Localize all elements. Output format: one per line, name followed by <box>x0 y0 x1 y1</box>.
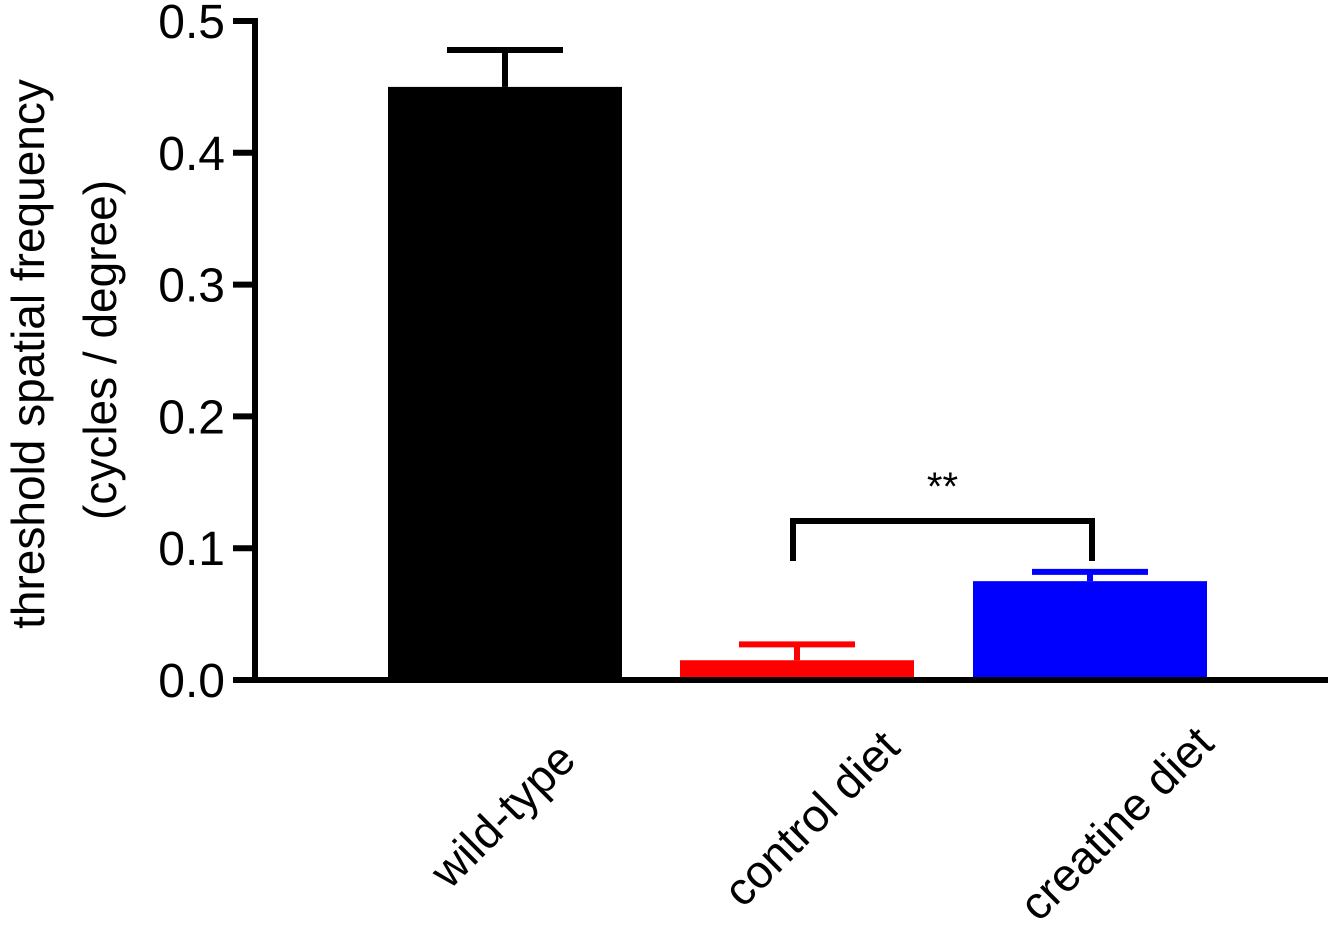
bar-0 <box>388 86 622 680</box>
x-tick-label-2: creatine diet <box>1009 716 1223 930</box>
bar-1 <box>680 660 914 680</box>
y-axis-label-line2: (cycles / degree) <box>74 180 126 520</box>
y-tick-label-3: 0.3 <box>158 260 225 313</box>
y-axis-label-line1: threshold spatial frequency <box>2 79 54 629</box>
y-tick-label-2: 0.2 <box>158 391 225 444</box>
significance-bracket <box>790 518 1095 561</box>
x-tick-label-1: control diet <box>713 720 909 916</box>
y-tick-label-5: 0.5 <box>158 0 225 49</box>
bar-2 <box>973 581 1207 680</box>
y-tick-label-0: 0.0 <box>158 655 225 708</box>
y-axis-label: threshold spatial frequency (cycles / de… <box>2 79 126 629</box>
x-tick-label-0: wild-type <box>419 732 585 898</box>
y-tick-label-4: 0.4 <box>158 128 225 181</box>
y-tick-label-1: 0.1 <box>158 523 225 576</box>
significance-label: ** <box>927 465 958 509</box>
plot-area: 0.0 0.1 0.2 0.3 0.4 0.5 wild-type control diet c… <box>158 0 1328 930</box>
